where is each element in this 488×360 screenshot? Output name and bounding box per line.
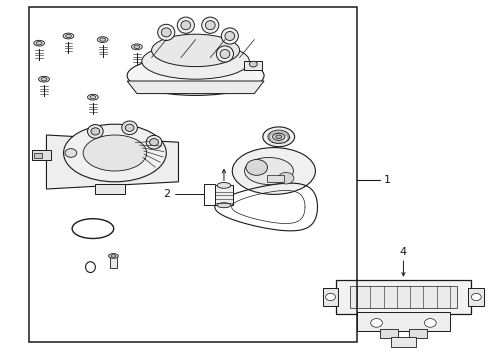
Bar bbox=[110, 257, 117, 268]
Ellipse shape bbox=[275, 135, 281, 139]
Ellipse shape bbox=[263, 127, 294, 147]
Ellipse shape bbox=[108, 253, 118, 258]
Bar bbox=[390, 337, 415, 347]
Ellipse shape bbox=[97, 37, 108, 42]
Ellipse shape bbox=[100, 38, 105, 41]
Polygon shape bbox=[127, 81, 264, 94]
Bar bbox=[322, 288, 338, 306]
FancyBboxPatch shape bbox=[335, 280, 470, 314]
Ellipse shape bbox=[87, 125, 103, 138]
Ellipse shape bbox=[65, 34, 71, 37]
Ellipse shape bbox=[244, 158, 293, 184]
Bar bbox=[379, 329, 397, 338]
Ellipse shape bbox=[177, 17, 194, 33]
Polygon shape bbox=[46, 135, 178, 189]
Ellipse shape bbox=[202, 17, 219, 33]
Bar bbox=[349, 286, 456, 308]
Text: 2: 2 bbox=[163, 189, 170, 199]
Ellipse shape bbox=[134, 45, 140, 49]
Ellipse shape bbox=[216, 46, 233, 62]
Ellipse shape bbox=[181, 21, 190, 30]
Ellipse shape bbox=[221, 28, 238, 44]
Ellipse shape bbox=[224, 32, 234, 41]
Circle shape bbox=[325, 293, 335, 301]
Ellipse shape bbox=[205, 21, 215, 30]
Bar bbox=[266, 175, 283, 182]
Ellipse shape bbox=[122, 121, 137, 135]
Ellipse shape bbox=[161, 28, 171, 37]
Bar bbox=[95, 184, 124, 194]
Ellipse shape bbox=[146, 135, 162, 149]
Ellipse shape bbox=[151, 34, 239, 67]
Ellipse shape bbox=[83, 135, 146, 171]
Ellipse shape bbox=[36, 41, 42, 45]
Ellipse shape bbox=[272, 133, 285, 140]
Ellipse shape bbox=[125, 124, 134, 131]
Ellipse shape bbox=[217, 183, 230, 188]
Bar bbox=[356, 312, 449, 331]
Text: 1: 1 bbox=[383, 175, 390, 185]
Ellipse shape bbox=[87, 94, 98, 100]
Ellipse shape bbox=[267, 130, 289, 143]
Circle shape bbox=[424, 319, 435, 327]
Ellipse shape bbox=[111, 255, 116, 257]
Bar bbox=[468, 288, 483, 306]
Bar bbox=[34, 153, 41, 158]
Circle shape bbox=[278, 172, 293, 184]
Ellipse shape bbox=[90, 95, 96, 99]
Ellipse shape bbox=[91, 128, 100, 135]
Text: 3: 3 bbox=[297, 159, 304, 169]
Ellipse shape bbox=[63, 33, 74, 39]
Ellipse shape bbox=[39, 76, 49, 82]
Ellipse shape bbox=[157, 24, 175, 41]
Bar bbox=[244, 61, 261, 70]
Ellipse shape bbox=[149, 139, 158, 146]
Bar bbox=[32, 150, 51, 160]
Ellipse shape bbox=[131, 44, 142, 50]
Bar bbox=[408, 329, 426, 338]
Ellipse shape bbox=[232, 148, 315, 194]
Ellipse shape bbox=[127, 56, 264, 95]
Circle shape bbox=[370, 319, 382, 327]
Bar bbox=[29, 7, 356, 342]
Circle shape bbox=[65, 149, 77, 157]
Ellipse shape bbox=[34, 40, 44, 46]
Ellipse shape bbox=[217, 203, 230, 208]
Circle shape bbox=[249, 61, 257, 67]
Circle shape bbox=[470, 293, 480, 301]
Circle shape bbox=[245, 159, 267, 175]
Text: 4: 4 bbox=[399, 247, 406, 257]
Ellipse shape bbox=[63, 124, 166, 182]
Ellipse shape bbox=[220, 49, 229, 58]
Bar bbox=[215, 185, 232, 205]
Ellipse shape bbox=[142, 43, 249, 79]
Ellipse shape bbox=[41, 77, 47, 81]
